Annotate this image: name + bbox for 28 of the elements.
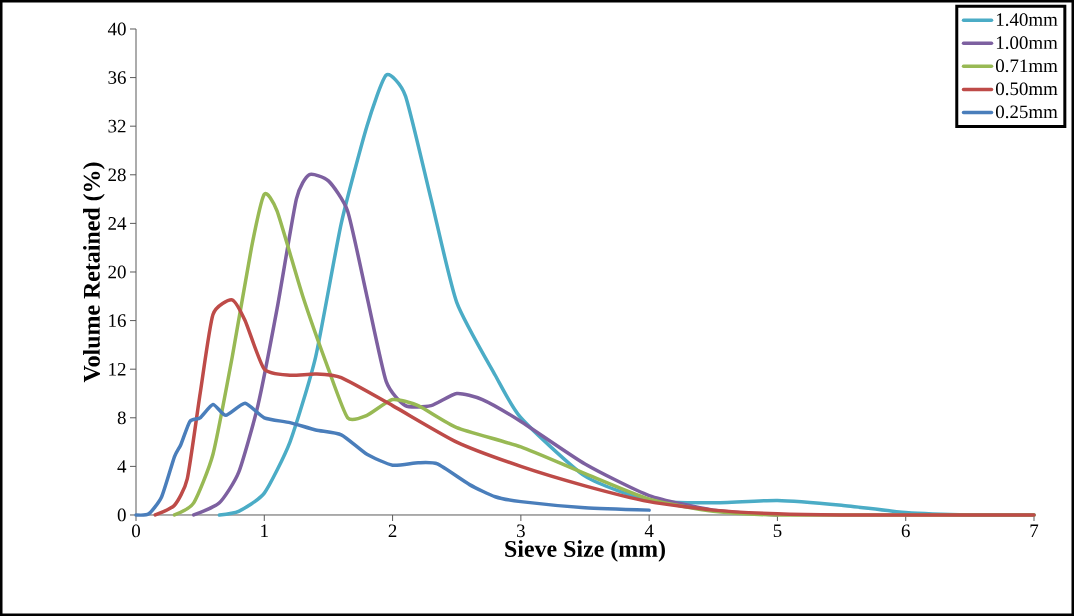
line-series: [134, 401, 651, 517]
x-tick-label: 0: [132, 524, 141, 538]
legend-label: 0.25mm: [995, 105, 1058, 119]
y-tick-label: 12: [109, 362, 126, 376]
y-tick-label: 36: [108, 71, 126, 84]
y-axis-title: Volume Retained (%): [83, 162, 105, 383]
x-tick-label: 2: [388, 524, 397, 538]
x-tick-label: 6: [901, 524, 910, 538]
y-tick-label: 0: [117, 508, 126, 522]
x-tick-label: 5: [773, 524, 782, 538]
y-tick-label: 4: [117, 460, 127, 473]
y-tick-label: 16: [109, 314, 126, 327]
y-tick-label: 40: [107, 22, 126, 36]
legend-label: 1.40mm: [996, 13, 1058, 27]
y-tick-label: 28: [108, 168, 126, 182]
y-tick-label: 8: [117, 411, 126, 425]
x-axis-title: Sieve Size (mm): [505, 540, 665, 562]
x-tick-label: 3: [517, 524, 525, 538]
x-tick-label: 1: [261, 524, 268, 537]
x-tick-label: 7: [1030, 524, 1039, 537]
legend-label: 1.00mm: [996, 36, 1058, 50]
y-tick-label: 20: [108, 265, 126, 279]
y-tick-label: 24: [108, 217, 127, 230]
x-tick-label: 4: [644, 524, 654, 537]
legend-label: 0.50mm: [995, 82, 1058, 96]
line-series: [153, 298, 1036, 517]
y-tick-label: 32: [108, 119, 126, 133]
legend-label: 0.71mm: [995, 59, 1058, 73]
